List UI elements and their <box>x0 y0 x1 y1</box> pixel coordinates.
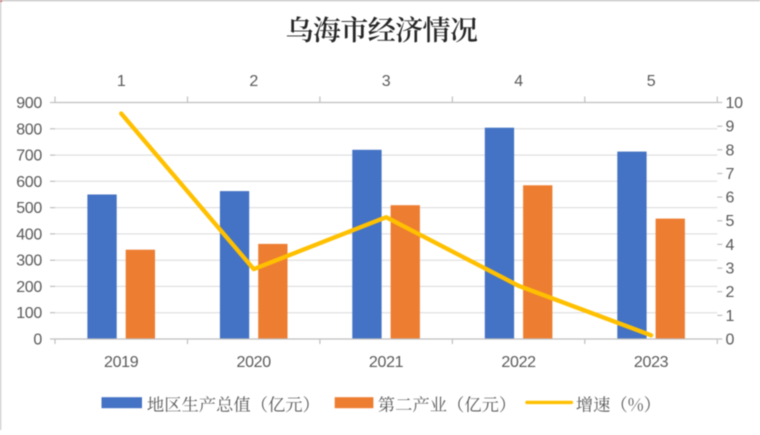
svg-text:6: 6 <box>726 190 735 207</box>
svg-text:2020: 2020 <box>236 354 271 371</box>
svg-text:9: 9 <box>726 119 735 136</box>
svg-text:3: 3 <box>726 261 735 278</box>
svg-text:10: 10 <box>726 95 744 112</box>
svg-text:7: 7 <box>726 166 735 183</box>
svg-text:2021: 2021 <box>369 354 404 371</box>
svg-text:400: 400 <box>16 226 42 243</box>
svg-text:8: 8 <box>726 142 735 159</box>
svg-text:2023: 2023 <box>634 354 669 371</box>
svg-text:3: 3 <box>382 73 391 90</box>
svg-text:100: 100 <box>16 305 42 322</box>
svg-text:5: 5 <box>726 213 735 230</box>
svg-text:600: 600 <box>16 174 42 191</box>
svg-text:700: 700 <box>16 148 42 165</box>
svg-text:2022: 2022 <box>501 354 536 371</box>
svg-text:1: 1 <box>726 308 735 325</box>
svg-text:500: 500 <box>16 200 42 217</box>
svg-text:900: 900 <box>16 95 42 112</box>
svg-text:2: 2 <box>726 284 735 301</box>
svg-text:4: 4 <box>514 73 523 90</box>
svg-text:5: 5 <box>647 73 656 90</box>
svg-text:0: 0 <box>33 332 42 349</box>
svg-text:200: 200 <box>16 279 42 296</box>
svg-text:4: 4 <box>726 237 735 254</box>
svg-text:2: 2 <box>249 73 258 90</box>
svg-text:2019: 2019 <box>104 354 139 371</box>
svg-text:300: 300 <box>16 253 42 270</box>
svg-text:0: 0 <box>726 332 735 349</box>
svg-text:800: 800 <box>16 121 42 138</box>
svg-text:1: 1 <box>117 73 126 90</box>
